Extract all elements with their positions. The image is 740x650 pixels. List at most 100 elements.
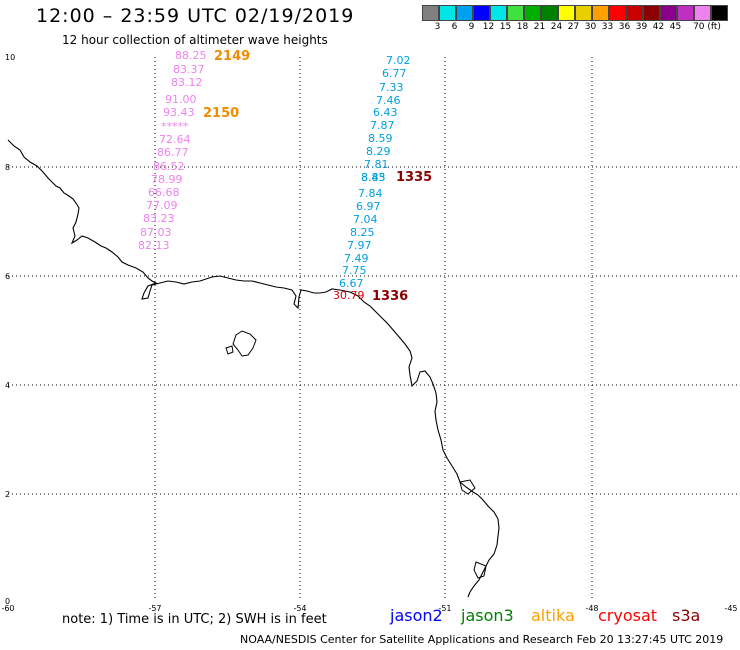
legend-swatch: [456, 5, 473, 21]
legend-swatch: [490, 5, 507, 21]
y-tick-label: 6: [5, 272, 10, 281]
legend-swatch: [711, 5, 728, 21]
legend-label: 42: [652, 22, 665, 32]
legend-label: 45: [669, 22, 682, 32]
legend-swatch: [694, 5, 711, 21]
pink-wave-value: 82.13: [138, 239, 170, 252]
y-tick-label: 10: [5, 53, 15, 62]
x-tick-label: -48: [585, 604, 598, 613]
x-tick-label: -45: [724, 604, 737, 613]
cyan-wave-value: 8.83: [361, 171, 386, 184]
legend-swatch: [609, 5, 626, 21]
legend-label: 9: [468, 22, 475, 32]
legend-label: 33: [601, 22, 614, 32]
credit-footer: NOAA/NESDIS Center for Satellite Applica…: [240, 633, 724, 646]
map-subtitle: 12 hour collection of altimeter wave hei…: [62, 33, 328, 47]
coast-lake: [459, 479, 476, 495]
pink-wave-value: 83.37: [173, 63, 205, 76]
cyan-wave-value: 7.84: [358, 187, 383, 200]
cyan-wave-track: 7.026.777.337.466.437.878.598.297.818.83…: [339, 54, 411, 290]
cyan-wave-value: 8.59: [368, 132, 393, 145]
pink-wave-value: 86.52: [153, 160, 185, 173]
legend-swatch: [524, 5, 541, 21]
legend-swatch: [660, 5, 677, 21]
cyan-wave-value: 7.46: [376, 94, 401, 107]
pink-wave-value: 91.00: [165, 93, 197, 106]
cyan-wave-value: 7.33: [379, 81, 404, 94]
legend-label: 18: [516, 22, 529, 32]
x-tick-label: -51: [438, 604, 451, 613]
legend-swatch: [626, 5, 643, 21]
coast-island: [232, 330, 257, 357]
cyan-wave-value: 7.75: [342, 264, 367, 277]
cyan-wave-value: 6.43: [373, 106, 398, 119]
cyan-wave-value: 7.49: [344, 252, 369, 265]
mission-jason2: jason2: [390, 606, 443, 625]
coastline: [7, 139, 500, 598]
pink-wave-value: 66.68: [148, 186, 180, 199]
cyan-wave-value: 7.04: [353, 213, 378, 226]
map-title: 12:00 – 23:59 UTC 02/19/2019: [36, 5, 355, 27]
legend-swatch: [575, 5, 592, 21]
legend-swatch: [541, 5, 558, 21]
legend-swatch: [592, 5, 609, 21]
legend-swatch: [558, 5, 575, 21]
cyan-wave-value: 7.81: [364, 158, 389, 171]
time-label: 2150: [203, 106, 239, 121]
legend-swatch: [422, 5, 439, 21]
cyan-wave-value: 7.97: [347, 239, 372, 252]
y-tick-label: 8: [5, 163, 10, 172]
pink-wave-value: 78.99: [151, 173, 183, 186]
pink-wave-value: 93.43: [163, 106, 195, 119]
time-label: 1336: [372, 289, 408, 304]
y-tick-label: 2: [5, 490, 10, 499]
cyan-wave-value: 7.02: [386, 54, 411, 67]
legend-label: 36: [618, 22, 631, 32]
legend-label: 27: [567, 22, 580, 32]
legend-label: 21: [533, 22, 546, 32]
legend-label: 30: [584, 22, 597, 32]
legend-label: 70 (ft): [693, 22, 721, 32]
legend-swatch: [507, 5, 524, 21]
cyan-wave-value: 8.45: [361, 171, 386, 184]
pink-wave-value: 72.64: [159, 133, 191, 146]
footnote: note: 1) Time is in UTC; 2) SWH is in fe…: [62, 612, 327, 627]
time-label: 2149: [214, 49, 250, 64]
pink-wave-value: 83.23: [143, 212, 175, 225]
mission-jason3: jason3: [461, 606, 514, 625]
cyan-wave-value: 6.67: [339, 277, 364, 290]
legend-swatch: [677, 5, 694, 21]
pink-wave-value: 77.09: [146, 199, 178, 212]
coast-island-small: [225, 345, 234, 355]
cyan-wave-value: 8.29: [366, 145, 391, 158]
cyan-wave-value: 7.87: [370, 119, 395, 132]
y-tick-label: 4: [5, 381, 10, 390]
legend-label: 39: [635, 22, 648, 32]
legend-label: 6: [451, 22, 458, 32]
x-tick-label: -54: [293, 604, 306, 613]
red-wave-value: 30.79: [333, 289, 365, 302]
time-label: 1335: [396, 170, 432, 185]
pink-wave-value: 87.03: [140, 226, 172, 239]
grid-lines: [8, 57, 737, 601]
y-tick-label: 0: [5, 597, 10, 606]
legend-swatch: [439, 5, 456, 21]
cyan-wave-value: 6.77: [382, 67, 407, 80]
pink-wave-value: 88.25: [175, 49, 207, 62]
x-tick-label: -57: [148, 604, 161, 613]
mission-s3a: s3a: [672, 606, 701, 625]
coast-inlet: [473, 561, 487, 579]
cyan-wave-value: 8.25: [350, 226, 375, 239]
cyan-wave-value: 6.97: [356, 200, 381, 213]
pink-wave-value: *****: [161, 120, 189, 133]
legend-swatch: [643, 5, 660, 21]
legend-label: 3: [434, 22, 441, 32]
legend-label: 24: [550, 22, 563, 32]
mission-cryosat: cryosat: [598, 606, 658, 625]
legend-label: 12: [482, 22, 495, 32]
axis-tick-labels: -60 -57 -54 -51 -48 -45 10 8 6 4 2 0: [1, 53, 737, 613]
legend-swatch: [473, 5, 490, 21]
x-tick-label: -60: [1, 604, 14, 613]
